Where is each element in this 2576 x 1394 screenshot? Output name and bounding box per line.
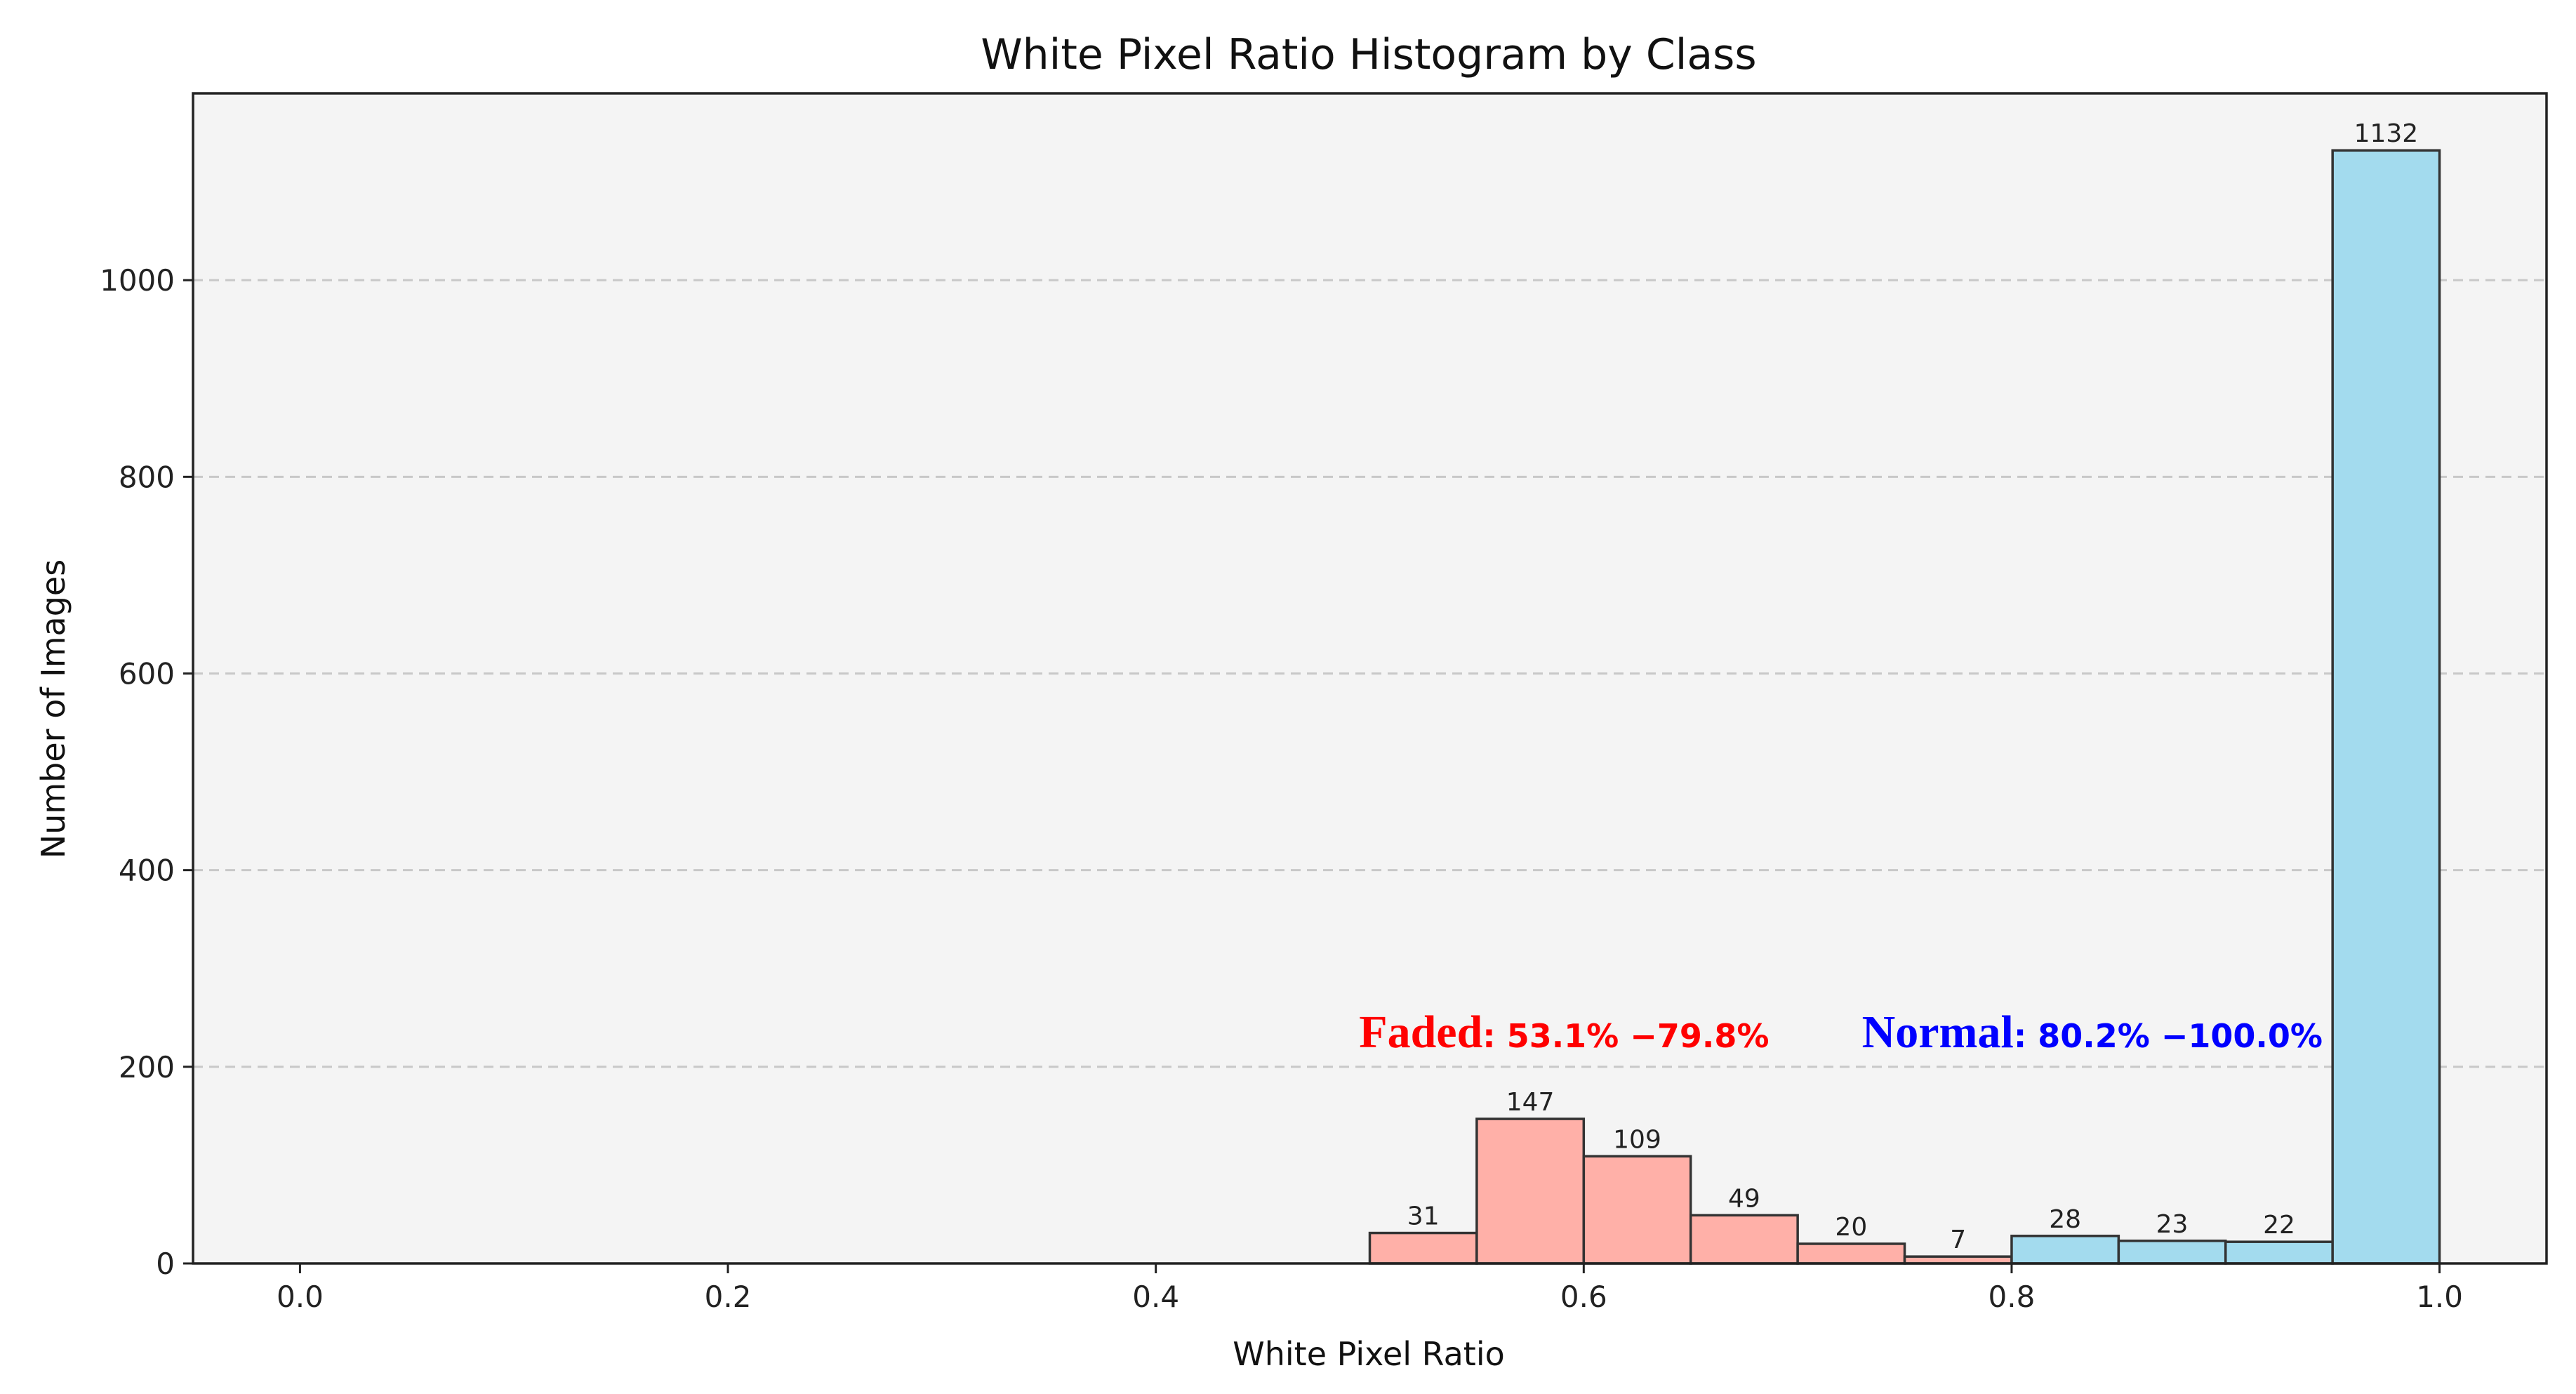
bar-normal (2331, 149, 2441, 1265)
chart-title: White Pixel Ratio Histogram by Class (981, 30, 1756, 79)
bar-faded (1796, 1242, 1906, 1265)
bar-normal (2117, 1240, 2227, 1265)
bar-value-label: 22 (2263, 1211, 2295, 1240)
bar-value-label: 23 (2156, 1210, 2189, 1239)
faded-annotation: Faded: 53.1% −79.8% (1359, 1007, 1769, 1058)
y-tick-label: 1000 (100, 263, 175, 298)
plot-frame (192, 92, 2548, 1265)
normal-range: : 80.2% −100.0% (2014, 1017, 2323, 1055)
y-tick-label: 0 (156, 1247, 175, 1281)
grid-lines (193, 279, 2547, 1068)
bar-value-label: 49 (1728, 1184, 1760, 1213)
bar-value-label: 1132 (2354, 119, 2419, 148)
class-annotations: Faded: 53.1% −79.8% Normal: 80.2% −100.0… (1359, 1007, 2323, 1058)
y-tick-label: 800 (119, 460, 175, 494)
bar-value-label: 20 (1835, 1213, 1867, 1242)
y-tick-label: 200 (119, 1050, 175, 1084)
faded-range: : 53.1% −79.8% (1482, 1017, 1769, 1055)
bar-faded (1475, 1117, 1586, 1265)
bar-faded (1582, 1155, 1692, 1265)
normal-annotation: Normal: 80.2% −100.0% (1862, 1007, 2323, 1058)
faded-label: Faded (1359, 1007, 1482, 1058)
y-axis-ticks: 0 200 400 600 800 1000 (100, 263, 193, 1281)
plot-area (193, 93, 2547, 1263)
y-tick-label: 400 (119, 854, 175, 888)
bar-faded (1368, 1231, 1478, 1265)
bar-normal (2224, 1240, 2334, 1265)
bars (1368, 149, 2441, 1265)
bar-value-label: 7 (1950, 1226, 1966, 1254)
x-axis-ticks: 0.0 0.2 0.4 0.6 0.8 1.0 (277, 1263, 2463, 1314)
y-tick-label: 600 (119, 656, 175, 691)
x-tick-label: 1.0 (2416, 1280, 2463, 1314)
x-tick-label: 0.4 (1132, 1280, 1179, 1314)
x-tick-label: 0.6 (1560, 1280, 1607, 1314)
x-axis-label: White Pixel Ratio (1233, 1335, 1505, 1373)
x-tick-label: 0.0 (277, 1280, 324, 1314)
normal-label: Normal (1862, 1007, 2014, 1058)
bar-value-label: 31 (1407, 1202, 1440, 1231)
bar-value-labels: 31 147 109 49 20 7 28 23 22 1132 (1407, 119, 2418, 1254)
y-axis-label: Number of Images (34, 559, 72, 858)
bar-value-label: 147 (1506, 1088, 1555, 1117)
x-tick-label: 0.8 (1989, 1280, 2036, 1314)
bar-value-label: 28 (2049, 1205, 2081, 1234)
x-tick-label: 0.2 (705, 1280, 752, 1314)
bar-faded (1689, 1214, 1799, 1265)
bar-value-label: 109 (1613, 1125, 1661, 1154)
bar-normal (2010, 1235, 2120, 1265)
